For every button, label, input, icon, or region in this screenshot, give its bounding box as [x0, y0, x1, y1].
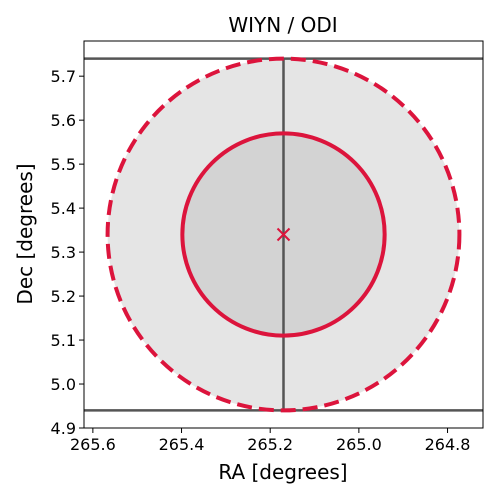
y-tick-label: 4.9 — [51, 419, 76, 438]
y-tick-label: 5.6 — [51, 111, 76, 130]
y-tick-label: 5.7 — [51, 67, 76, 86]
x-tick-label: 265.2 — [247, 435, 293, 454]
plot-area — [84, 56, 483, 413]
y-tick-label: 5.1 — [51, 331, 76, 350]
axes-ticks: 265.6 265.4 265.2 265.0 264.8 4.9 5.0 5.1 5.2 5.3… — [51, 40, 484, 454]
x-tick-label: 265.0 — [336, 435, 382, 454]
x-tick-label: 265.6 — [70, 435, 116, 454]
y-axis-label: Dec [degrees] — [13, 163, 37, 304]
inner-field-circle — [180, 131, 387, 338]
y-tick-label: 5.4 — [51, 199, 76, 218]
x-axis-label: RA [degrees] — [218, 460, 347, 484]
x-tick-label: 265.4 — [159, 435, 205, 454]
center-marker — [276, 227, 291, 242]
axes-frame — [83, 40, 484, 429]
y-tick-label: 5.2 — [51, 287, 76, 306]
center-marker-stroke-b — [276, 227, 291, 242]
chart-title: WIYN / ODI — [228, 13, 337, 37]
outer-field-circle — [105, 56, 462, 413]
x-tick-label: 264.8 — [425, 435, 471, 454]
y-tick-label: 5.3 — [51, 243, 76, 262]
y-tick-label: 5.0 — [51, 375, 76, 394]
y-tick-label: 5.5 — [51, 155, 76, 174]
